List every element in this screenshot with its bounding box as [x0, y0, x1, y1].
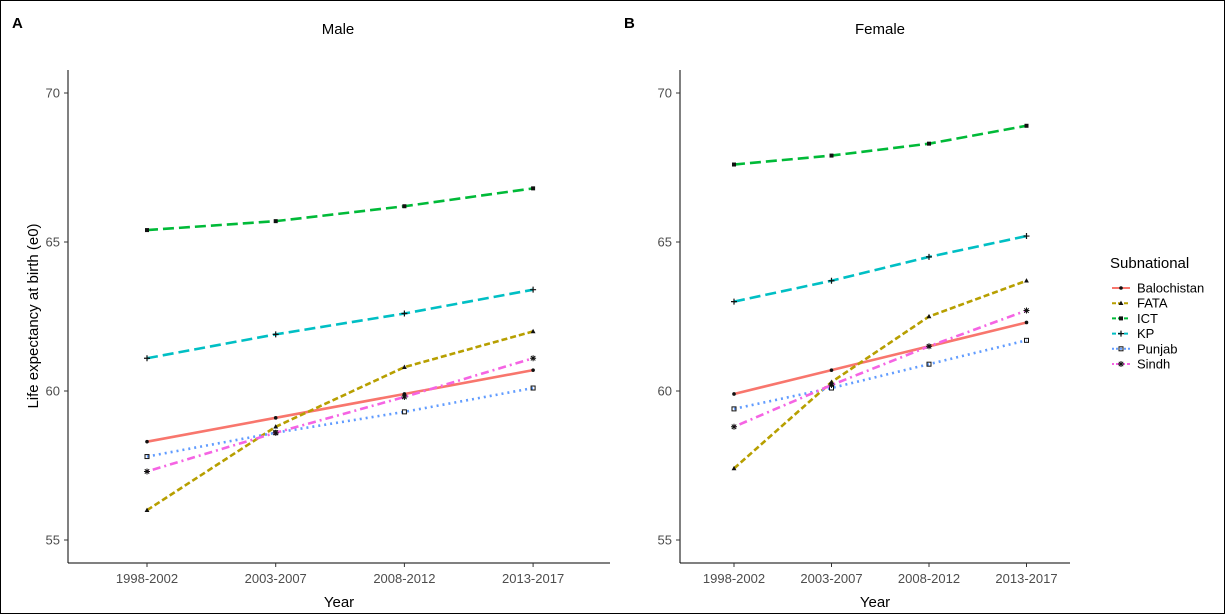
panel-b-x-axis-title: Year: [860, 594, 890, 611]
legend-label-balochistan: Balochistan: [1137, 281, 1204, 296]
panel-b-series-punjab: [733, 339, 1027, 411]
panel-b-point-punjab: [1024, 337, 1029, 343]
panel-a-point-punjab: [401, 409, 407, 415]
panel-b-point-ict: [927, 141, 931, 146]
panel-b-point-sindh: [828, 382, 835, 389]
panel-a-x-tick-label: 2003-2007: [245, 571, 307, 586]
panel-a-x-tick-label: 2008-2012: [373, 571, 435, 586]
panel-b-y-tick-label: 55: [658, 533, 672, 548]
panel-a-tag: A: [12, 15, 23, 32]
panel-a-point-fata: [144, 507, 150, 512]
panel-a-x-tick-label: 2013-2017: [502, 571, 564, 586]
panel-a-title: Male: [322, 21, 355, 38]
panel-a-series-ict: [146, 187, 534, 232]
panel-a-series-balochistan: [146, 368, 534, 443]
panel-a-point-sindh: [401, 393, 408, 400]
legend-label-fata: FATA: [1137, 296, 1168, 311]
panel-a-point-sindh: [272, 429, 279, 436]
panel-b-x-tick-label: 2008-2012: [898, 571, 960, 586]
legend-marker-kp: [1118, 330, 1124, 337]
panel-a-point-balochistan: [273, 416, 278, 420]
panel-b-x-tick-label: 1998-2002: [703, 571, 765, 586]
legend-label-kp: KP: [1137, 326, 1154, 341]
panel-b-point-sindh: [731, 423, 737, 430]
panel-b-y-tick-label: 70: [658, 86, 672, 101]
panel-a-y-tick-label: 65: [46, 235, 60, 250]
panel-b-point-fata: [829, 379, 834, 384]
legend-marker-punjab: [1118, 346, 1124, 352]
panel-b-x-tick-label: 2003-2007: [800, 571, 862, 586]
panel-b-point-balochistan: [829, 368, 834, 372]
panel-b-x-tick-label: 2013-2017: [995, 571, 1057, 586]
panel-a-y-axis-title: Life expectancy at birth (e0): [25, 223, 42, 408]
panel-b-tag: B: [624, 15, 635, 32]
panel-b-series-balochistan: [733, 321, 1027, 396]
panel-b-series-fata: [733, 279, 1027, 470]
panel-a-point-kp: [272, 331, 279, 338]
panel-a-point-ict: [531, 186, 536, 191]
panel-a-point-fata: [402, 364, 407, 369]
panel-b-point-fata: [926, 313, 932, 319]
panel-a-point-kp: [401, 310, 408, 317]
legend-marker-balochistan: [1119, 286, 1123, 290]
panel-b-point-fata: [731, 465, 737, 471]
panel-a-point-sindh: [530, 355, 537, 362]
panel-a-y-tick-label: 70: [46, 86, 60, 101]
panel-a-point-sindh: [144, 468, 150, 475]
legend-label-punjab: Punjab: [1137, 341, 1177, 356]
panel-a-point-fata: [273, 424, 279, 429]
panel-b-point-ict: [829, 153, 834, 158]
panel-b-series-ict: [733, 124, 1027, 166]
legend-label-ict: ICT: [1137, 311, 1158, 326]
panel-b-title: Female: [855, 21, 905, 38]
legend-label-sindh: Sindh: [1137, 357, 1170, 372]
panel-a-y-tick-label: 55: [46, 533, 60, 548]
panel-b-y-tick-label: 65: [658, 235, 672, 250]
panel-a-point-kp: [144, 355, 150, 362]
panel-a-series-punjab: [146, 386, 534, 458]
legend-marker-sindh: [1118, 361, 1124, 367]
panel-b-y-tick-label: 60: [658, 384, 672, 399]
panel-b-point-punjab: [731, 406, 737, 412]
panel-a-point-ict: [273, 219, 278, 224]
panel-b-point-balochistan: [732, 392, 736, 396]
panel-b-series-sindh: [733, 309, 1027, 428]
panel-a-point-kp: [530, 286, 537, 293]
panel-a-x-tick-label: 1998-2002: [116, 571, 178, 586]
panel-b-point-kp: [1023, 233, 1030, 240]
panel-a-point-balochistan: [145, 439, 149, 444]
panel-a-point-ict: [145, 228, 149, 233]
legend-title: Subnational: [1110, 255, 1189, 272]
legend-marker-fata: [1118, 300, 1124, 305]
panel-b-point-balochistan: [1024, 320, 1029, 325]
panel-a-series-kp: [146, 288, 534, 360]
panel-b-point-sindh: [1023, 307, 1030, 314]
panel-b-point-ict: [1024, 123, 1029, 128]
panel-b-point-punjab: [926, 361, 932, 367]
panel-a-y-tick-label: 60: [46, 384, 60, 399]
panel-a-x-axis-title: Year: [324, 594, 354, 611]
panel-b-point-kp: [926, 253, 932, 260]
panel-b-point-sindh: [926, 343, 932, 350]
panel-a-series-fata: [146, 330, 534, 512]
panel-a-point-punjab: [144, 454, 150, 460]
panel-b-series-kp: [733, 234, 1027, 303]
panel-a-series-sindh: [146, 356, 534, 473]
panel-a-point-ict: [402, 204, 407, 209]
panel-a-point-fata: [530, 328, 536, 334]
panel-b-point-ict: [732, 162, 736, 167]
legend-marker-ict: [1119, 316, 1123, 321]
panel-a-point-balochistan: [531, 368, 535, 372]
panel-b-point-fata: [1024, 278, 1029, 283]
panel-b-point-kp: [731, 298, 737, 305]
panel-b-point-kp: [828, 277, 835, 284]
panel-a-point-punjab: [530, 385, 536, 391]
